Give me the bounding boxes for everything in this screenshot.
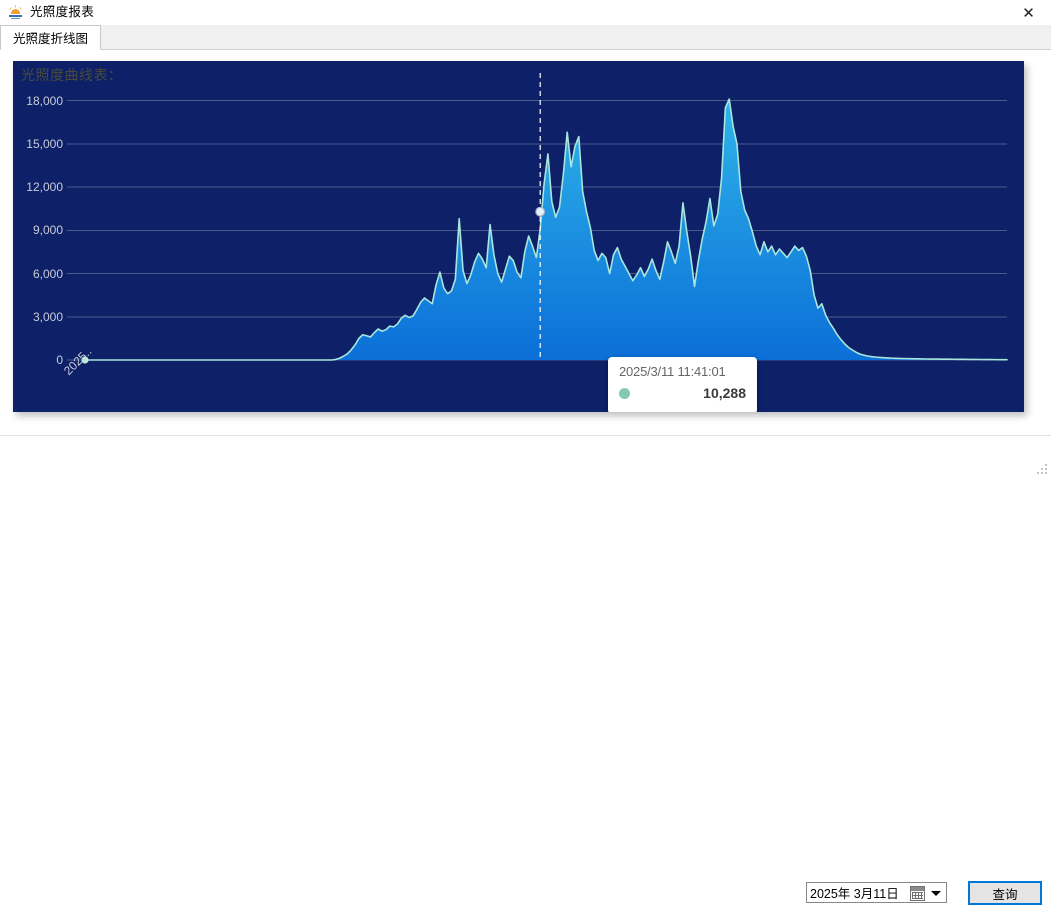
resize-grip[interactable] — [1036, 464, 1048, 476]
date-picker[interactable]: 2025年 3月11日 — [806, 882, 947, 903]
y-axis-tick-label: 6,000 — [32, 266, 63, 281]
illuminance-area-chart[interactable] — [13, 61, 1024, 412]
close-icon[interactable]: ✕ — [1022, 3, 1035, 22]
sunrise-icon — [8, 4, 24, 21]
tab-illuminance-line-chart[interactable]: 光照度折线图 — [0, 25, 102, 50]
content-area: 光照度曲线表： 0 3,000 6,000 9,000 12,000 15,000 18,0… — [0, 50, 1051, 435]
window-titlebar: 光照度报表 ✕ — [0, 0, 1051, 25]
tooltip-value-row: 10,288 — [619, 385, 746, 401]
tooltip-timestamp: 2025/3/11 11:41:01 — [619, 364, 726, 379]
query-button[interactable]: 查询 — [968, 881, 1042, 905]
y-axis-tick-label: 15,000 — [26, 136, 63, 151]
tooltip-value: 10,288 — [703, 385, 746, 401]
y-axis-tick-label: 0 — [56, 353, 63, 367]
chart-title: 光照度曲线表： — [21, 67, 123, 83]
tab-strip: 光照度折线图 — [0, 25, 1051, 50]
date-picker-value: 2025年 3月11日 — [810, 887, 899, 901]
y-axis-tick-label: 18,000 — [26, 93, 63, 108]
chart-tooltip: 2025/3/11 11:41:01 10,288 — [608, 357, 757, 412]
y-axis-tick-label: 9,000 — [32, 223, 63, 238]
window-title: 光照度报表 — [30, 5, 95, 19]
y-axis-tick-label: 12,000 — [26, 180, 63, 195]
illuminance-chart-panel: 光照度曲线表： 0 3,000 6,000 9,000 12,000 15,000 18,0… — [13, 61, 1024, 412]
series-color-dot — [619, 387, 630, 399]
calendar-icon[interactable] — [910, 886, 925, 901]
y-axis-tick-label: 3,000 — [32, 309, 63, 324]
chevron-down-icon[interactable] — [931, 891, 941, 896]
query-button-label: 查询 — [992, 887, 1018, 902]
tab-label: 光照度折线图 — [13, 32, 89, 46]
footer-bar: 2025年 3月11日 查询 — [0, 436, 1051, 905]
footer-divider — [0, 435, 1051, 436]
